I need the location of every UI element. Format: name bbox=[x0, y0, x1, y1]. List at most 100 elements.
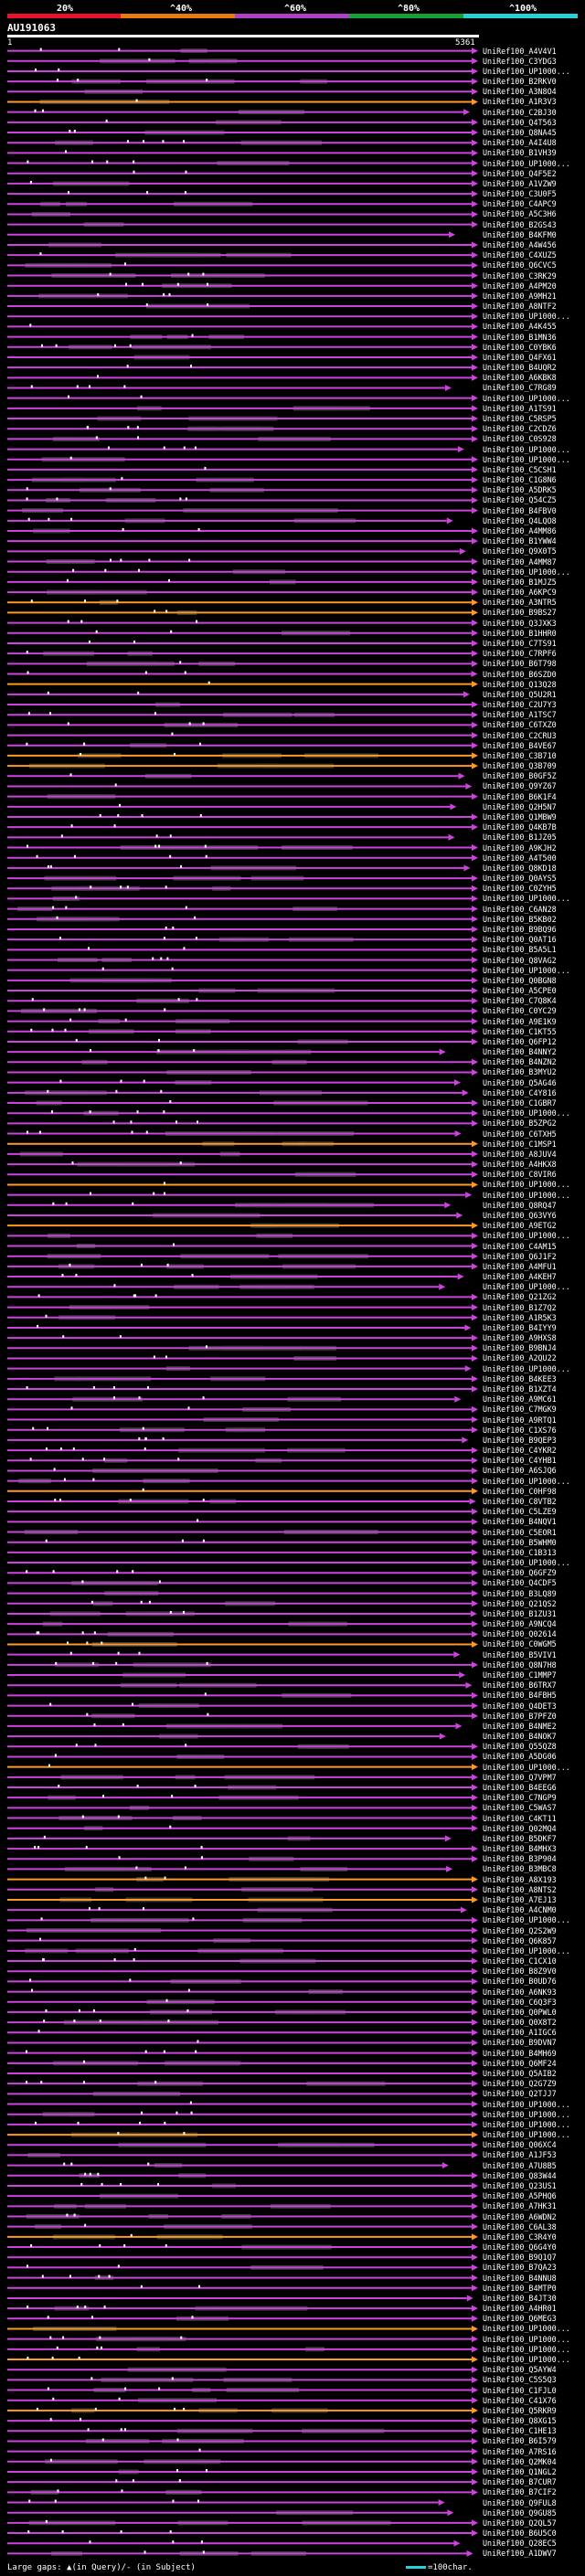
hit-label[interactable]: UniRef100_B6I579 bbox=[483, 2436, 557, 2446]
hit-label[interactable]: UniRef100_C1KT55 bbox=[483, 1026, 557, 1036]
hit-row[interactable] bbox=[7, 466, 478, 473]
hit-label[interactable]: UniRef100_A8NTS2 bbox=[483, 1884, 557, 1894]
hit-label[interactable]: UniRef100_Q2S2W9 bbox=[483, 1925, 557, 1935]
hit-row[interactable] bbox=[7, 1007, 478, 1014]
hit-row[interactable] bbox=[7, 1916, 478, 1924]
hit-label[interactable]: UniRef100_Q8N7H8 bbox=[483, 1659, 557, 1670]
hit-row[interactable] bbox=[7, 58, 478, 65]
hit-row[interactable] bbox=[7, 1089, 469, 1097]
hit-row[interactable] bbox=[7, 2427, 478, 2434]
hit-row[interactable] bbox=[7, 2182, 478, 2189]
hit-row[interactable] bbox=[7, 2213, 478, 2221]
hit-label[interactable]: UniRef100_Q5AG46 bbox=[483, 1077, 557, 1087]
hit-row[interactable] bbox=[7, 660, 478, 667]
hit-row[interactable] bbox=[7, 793, 478, 800]
hit-label[interactable]: UniRef100_C3U0F5 bbox=[483, 189, 557, 199]
hit-row[interactable] bbox=[7, 1651, 461, 1659]
hit-row[interactable] bbox=[7, 1212, 463, 1219]
hit-label[interactable]: UniRef100_C3R4Y0 bbox=[483, 2231, 557, 2242]
hit-label[interactable]: UniRef100_Q5RKR9 bbox=[483, 2405, 557, 2415]
hit-label[interactable]: UniRef100_UP1000... bbox=[483, 1558, 570, 1568]
hit-label[interactable]: UniRef100_Q0PWL0 bbox=[483, 2007, 557, 2017]
hit-label[interactable]: UniRef100_UP1000... bbox=[483, 965, 570, 975]
hit-row[interactable] bbox=[7, 2284, 478, 2292]
hit-row[interactable] bbox=[7, 2202, 478, 2210]
hit-label[interactable]: UniRef100_Q28EC5 bbox=[483, 2539, 557, 2549]
hit-row[interactable] bbox=[7, 875, 478, 882]
hit-row[interactable] bbox=[7, 2274, 478, 2282]
hit-row[interactable] bbox=[7, 78, 478, 85]
hit-label[interactable]: UniRef100_B0UD76 bbox=[483, 1977, 557, 1987]
hit-row[interactable] bbox=[7, 864, 471, 872]
hit-row[interactable] bbox=[7, 906, 478, 913]
hit-row[interactable] bbox=[7, 1232, 478, 1239]
hit-label[interactable]: UniRef100_B3P904 bbox=[483, 1854, 557, 1864]
hit-row[interactable] bbox=[7, 721, 478, 728]
hit-label[interactable]: UniRef100_A9RTQ1 bbox=[483, 1415, 557, 1425]
hit-label[interactable]: UniRef100_Q4CDF5 bbox=[483, 1578, 557, 1588]
hit-label[interactable]: UniRef100_A9NCQ4 bbox=[483, 1619, 557, 1629]
hit-label[interactable]: UniRef100_C8VIR6 bbox=[483, 1170, 557, 1180]
hit-label[interactable]: UniRef100_C1CX10 bbox=[483, 1956, 557, 1966]
hit-label[interactable]: UniRef100_A3N8O4 bbox=[483, 87, 557, 97]
hit-label[interactable]: UniRef100_A4K455 bbox=[483, 322, 557, 332]
hit-label[interactable]: UniRef100_C2U7Y3 bbox=[483, 700, 557, 710]
hit-row[interactable] bbox=[7, 88, 478, 95]
hit-row[interactable] bbox=[7, 1375, 478, 1383]
hit-row[interactable] bbox=[7, 2243, 478, 2251]
hit-label[interactable]: UniRef100_C5RSP5 bbox=[483, 414, 557, 424]
hit-label[interactable]: UniRef100_UP1000... bbox=[483, 1108, 570, 1118]
hit-label[interactable]: UniRef100_Q21QS2 bbox=[483, 1598, 557, 1608]
hit-label[interactable]: UniRef100_Q9X0T5 bbox=[483, 546, 557, 557]
hit-row[interactable] bbox=[7, 1488, 478, 1495]
hit-label[interactable]: UniRef100_C5EOR1 bbox=[483, 1527, 557, 1537]
hit-row[interactable] bbox=[7, 2070, 478, 2077]
hit-row[interactable] bbox=[7, 334, 478, 341]
hit-row[interactable] bbox=[7, 1988, 478, 1996]
hit-row[interactable] bbox=[7, 1600, 478, 1607]
hit-row[interactable] bbox=[7, 1661, 478, 1669]
hit-label[interactable]: UniRef100_B2RKV0 bbox=[483, 77, 557, 87]
hit-row[interactable] bbox=[7, 2407, 478, 2414]
hit-label[interactable]: UniRef100_B9BNJ4 bbox=[483, 1343, 557, 1353]
hit-label[interactable]: UniRef100_B6T798 bbox=[483, 659, 557, 669]
hit-row[interactable] bbox=[7, 2101, 478, 2108]
hit-label[interactable]: UniRef100_A1R3V3 bbox=[483, 97, 557, 107]
hit-label[interactable]: UniRef100_Q4T563 bbox=[483, 117, 557, 127]
hit-label[interactable]: UniRef100_UP1000... bbox=[483, 1180, 570, 1190]
hit-row[interactable] bbox=[7, 1192, 473, 1199]
hit-label[interactable]: UniRef100_UP1000... bbox=[483, 158, 570, 168]
hit-row[interactable] bbox=[7, 946, 478, 953]
hit-label[interactable]: UniRef100_Q02614 bbox=[483, 1629, 557, 1639]
hit-label[interactable]: UniRef100_A7HK31 bbox=[483, 2201, 557, 2211]
hit-row[interactable] bbox=[7, 1426, 478, 1434]
hit-row[interactable] bbox=[7, 1753, 478, 1760]
hit-label[interactable]: UniRef100_C6TXZ0 bbox=[483, 720, 557, 730]
hit-label[interactable]: UniRef100_A5CPE0 bbox=[483, 986, 557, 996]
hit-row[interactable] bbox=[7, 415, 478, 422]
hit-row[interactable] bbox=[7, 1436, 469, 1444]
hit-label[interactable]: UniRef100_UP1000... bbox=[483, 2109, 570, 2119]
hit-label[interactable]: UniRef100_Q8RQ47 bbox=[483, 1200, 557, 1210]
hit-row[interactable] bbox=[7, 129, 478, 136]
hit-row[interactable] bbox=[7, 2121, 478, 2128]
hit-label[interactable]: UniRef100_Q1MBW9 bbox=[483, 812, 557, 822]
hit-row[interactable] bbox=[7, 2039, 478, 2046]
hit-label[interactable]: UniRef100_UP1000... bbox=[483, 2099, 570, 2109]
hit-label[interactable]: UniRef100_B6K1F4 bbox=[483, 791, 557, 801]
hit-row[interactable] bbox=[7, 1937, 478, 1945]
hit-label[interactable]: UniRef100_Q2MK04 bbox=[483, 2456, 557, 2466]
hit-row[interactable] bbox=[7, 1855, 478, 1862]
hit-row[interactable] bbox=[7, 1539, 478, 1546]
hit-row[interactable] bbox=[7, 1590, 478, 1597]
hit-row[interactable] bbox=[7, 1416, 478, 1424]
hit-label[interactable]: UniRef100_B4MTP0 bbox=[483, 2283, 557, 2293]
hit-row[interactable] bbox=[7, 1018, 478, 1025]
hit-row[interactable] bbox=[7, 620, 478, 627]
hit-label[interactable]: UniRef100_Q9FUL8 bbox=[483, 2497, 557, 2507]
hit-row[interactable] bbox=[7, 2233, 478, 2241]
hit-label[interactable]: UniRef100_B4NOK7 bbox=[483, 1732, 557, 1742]
hit-label[interactable]: UniRef100_UP1000... bbox=[483, 1762, 570, 1772]
hit-row[interactable] bbox=[7, 1457, 478, 1464]
hit-row[interactable] bbox=[7, 2131, 478, 2138]
